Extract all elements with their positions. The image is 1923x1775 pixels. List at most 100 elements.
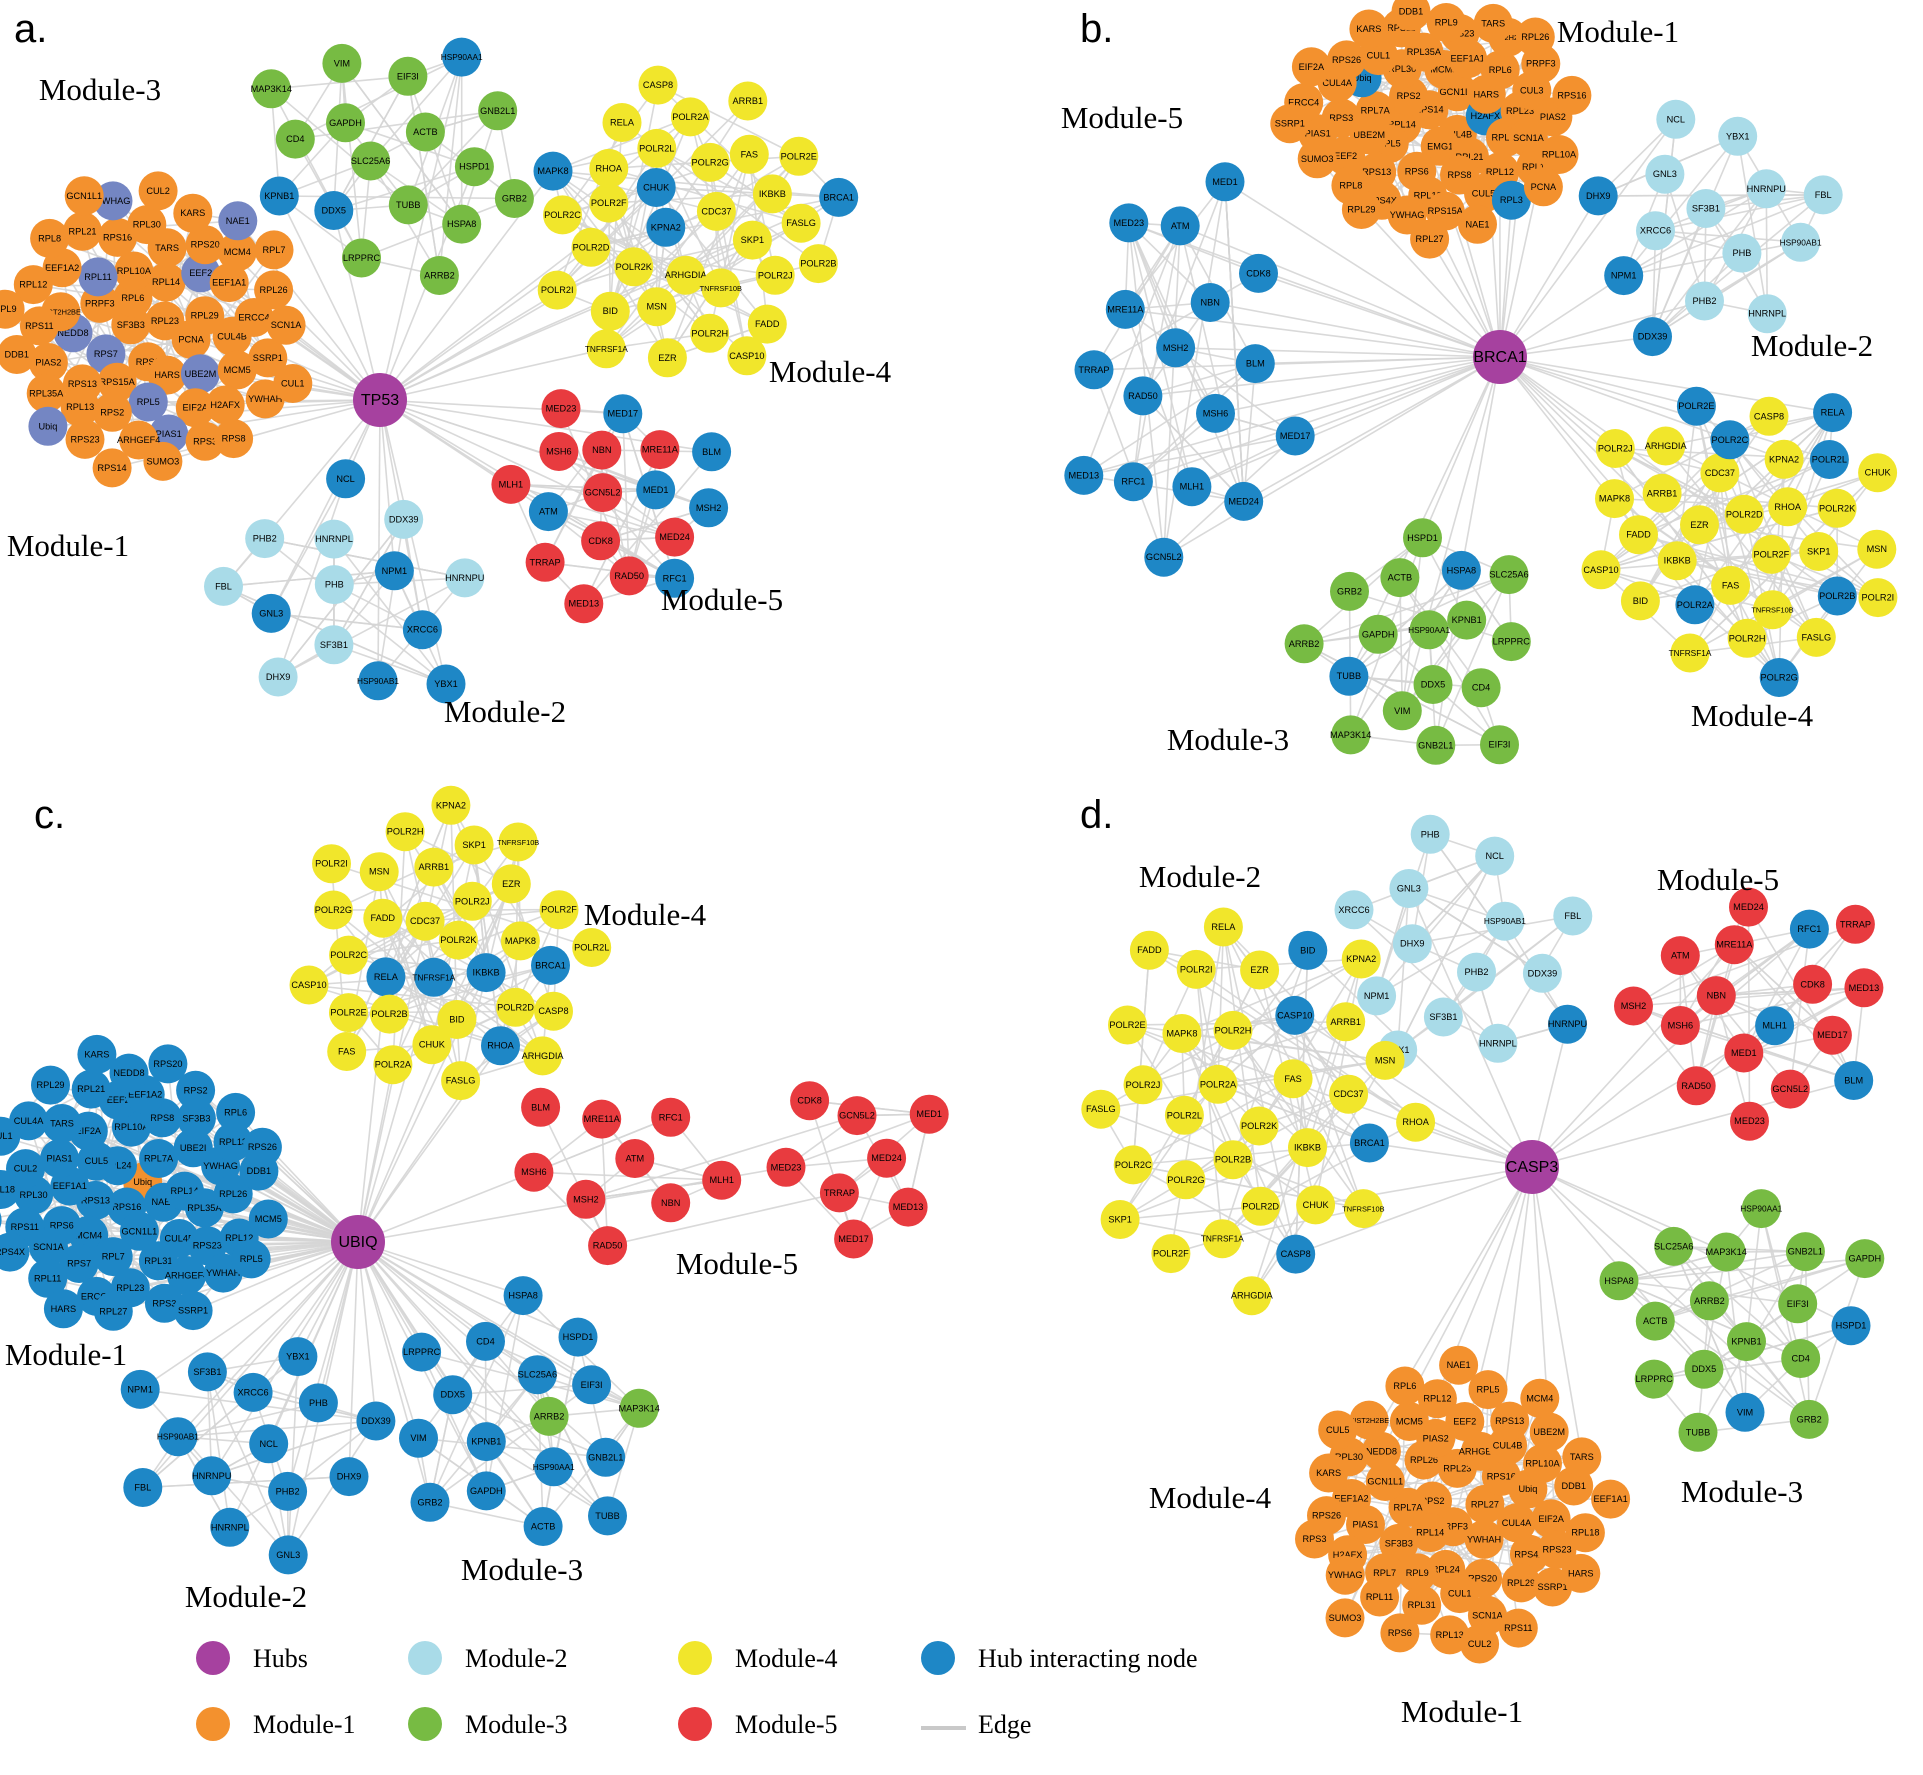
node-MED23[interactable]: MED23 xyxy=(541,389,581,429)
node-circle-SLC25A6[interactable] xyxy=(1654,1226,1694,1266)
node-circle-BLM[interactable] xyxy=(692,432,732,472)
node-TUBB[interactable]: TUBB xyxy=(388,185,428,225)
node-POLR2F[interactable]: POLR2F xyxy=(1751,534,1791,574)
node-ATM[interactable]: ATM xyxy=(1160,206,1200,246)
node-circle-MCM5[interactable] xyxy=(217,350,257,390)
node-circle-POLR2L[interactable] xyxy=(1809,440,1849,479)
node-circle-MSH2[interactable] xyxy=(689,488,729,528)
node-circle-PHB2[interactable] xyxy=(268,1471,308,1511)
node-circle-RPL29[interactable] xyxy=(31,1065,70,1105)
node-circle-TRRAP[interactable] xyxy=(1074,350,1114,390)
node-circle-KPNB1[interactable] xyxy=(259,176,299,216)
node-circle-TARS[interactable] xyxy=(1562,1437,1602,1477)
node-circle-HNRNPU[interactable] xyxy=(1746,169,1786,209)
node-POLR2G[interactable]: POLR2G xyxy=(1759,658,1799,697)
node-circle-PHB[interactable] xyxy=(1722,233,1762,273)
node-circle-GNL3[interactable] xyxy=(251,593,291,633)
node-circle-SF3B1[interactable] xyxy=(1686,189,1726,228)
node-circle-MAPK8[interactable] xyxy=(500,921,540,961)
node-circle-HSPA8[interactable] xyxy=(1599,1261,1639,1301)
node-circle-MSN[interactable] xyxy=(359,852,399,892)
node-circle-YBX1[interactable] xyxy=(426,664,466,704)
node-RAD50[interactable]: RAD50 xyxy=(609,556,649,596)
node-RPL6[interactable]: RPL6 xyxy=(1385,1366,1425,1406)
node-circle-RPS7[interactable] xyxy=(59,1244,99,1283)
node-circle-GRB2[interactable] xyxy=(494,179,534,218)
node-POLR2C[interactable]: POLR2C xyxy=(543,195,582,235)
node-circle-POLR2J[interactable] xyxy=(1123,1065,1163,1105)
node-XRCC6[interactable]: XRCC6 xyxy=(1334,890,1374,930)
node-circle-MAP3K14[interactable] xyxy=(1706,1232,1746,1272)
node-HNRNPU[interactable]: HNRNPU xyxy=(192,1456,231,1496)
node-circle-TNFRSF10B[interactable] xyxy=(1343,1189,1383,1229)
node-MRE11A[interactable]: MRE11A xyxy=(1105,289,1145,329)
node-circle-CDC37[interactable] xyxy=(1700,453,1740,493)
node-circle-FAS[interactable] xyxy=(327,1032,367,1071)
node-MAPK8[interactable]: MAPK8 xyxy=(1162,1014,1202,1053)
node-circle-HSP90AA1[interactable] xyxy=(534,1447,574,1487)
node-circle-HSPA8[interactable] xyxy=(442,204,482,244)
node-RPL7[interactable]: RPL7 xyxy=(254,230,294,270)
node-HNRNPL[interactable]: HNRNPL xyxy=(1478,1023,1518,1063)
node-circle-CASP8[interactable] xyxy=(638,65,678,105)
node-RPL7A[interactable]: RPL7A xyxy=(139,1139,179,1178)
node-KPNA2[interactable]: KPNA2 xyxy=(1341,939,1381,979)
node-BLM[interactable]: BLM xyxy=(692,432,732,472)
node-circle-HSP90AB1[interactable] xyxy=(1485,901,1525,941)
node-SF3B1[interactable]: SF3B1 xyxy=(1423,997,1463,1037)
node-circle-POLR2C[interactable] xyxy=(1710,420,1750,460)
node-circle-RPL11[interactable] xyxy=(28,1258,68,1298)
node-circle-HSPD1[interactable] xyxy=(558,1317,598,1357)
node-circle-ATM[interactable] xyxy=(615,1139,655,1178)
node-UBE2M[interactable]: UBE2M xyxy=(180,354,220,394)
node-TARS[interactable]: TARS xyxy=(42,1104,82,1143)
node-MSN[interactable]: MSN xyxy=(359,852,399,892)
node-CASP10[interactable]: CASP10 xyxy=(727,336,767,376)
node-POLR2I[interactable]: POLR2I xyxy=(537,270,577,310)
node-circle-RPL27[interactable] xyxy=(1410,219,1450,259)
node-circle-CDC37[interactable] xyxy=(696,191,736,231)
node-circle-MLH1[interactable] xyxy=(1172,467,1212,507)
node-LRPPRC[interactable]: LRPPRC xyxy=(1491,622,1531,662)
node-circle-ARRB1[interactable] xyxy=(414,847,454,887)
node-circle-MED13[interactable] xyxy=(564,584,604,624)
node-circle-GRB2[interactable] xyxy=(410,1482,450,1522)
node-POLR2D[interactable]: POLR2D xyxy=(1724,494,1764,534)
node-HARS[interactable]: HARS xyxy=(1561,1553,1601,1593)
node-SSRP1[interactable]: SSRP1 xyxy=(173,1291,213,1331)
node-circle-RPL27[interactable] xyxy=(93,1291,133,1331)
node-circle-RPL21[interactable] xyxy=(63,211,102,251)
node-circle-MRE11A[interactable] xyxy=(640,430,680,470)
node-circle-MSH6[interactable] xyxy=(1660,1006,1700,1045)
node-ARRB2[interactable]: ARRB2 xyxy=(1689,1281,1729,1321)
node-POLR2B[interactable]: POLR2B xyxy=(798,244,838,284)
node-circle-CASP10[interactable] xyxy=(727,336,767,376)
node-CDC37[interactable]: CDC37 xyxy=(696,191,736,231)
node-circle-BID[interactable] xyxy=(1288,930,1328,970)
node-circle-MAP3K14[interactable] xyxy=(1331,715,1371,755)
node-circle-BRCA1[interactable] xyxy=(1349,1123,1389,1163)
node-MED24[interactable]: MED24 xyxy=(867,1138,907,1178)
node-HSPA8[interactable]: HSPA8 xyxy=(1599,1261,1639,1301)
node-FBL[interactable]: FBL xyxy=(204,566,243,606)
node-circle-POLR2G[interactable] xyxy=(313,890,353,930)
hub-circle-CASP3[interactable] xyxy=(1505,1140,1559,1194)
node-circle-CUL1[interactable] xyxy=(273,364,313,403)
node-circle-IKBKB[interactable] xyxy=(1288,1128,1327,1168)
node-RPL26[interactable]: RPL26 xyxy=(1515,17,1555,57)
node-circle-MSH2[interactable] xyxy=(566,1179,606,1219)
node-VIM[interactable]: VIM xyxy=(1382,691,1422,731)
node-POLR2G[interactable]: POLR2G xyxy=(1166,1160,1206,1200)
node-SCN1A[interactable]: SCN1A xyxy=(266,305,306,345)
node-circle-CUL5[interactable] xyxy=(1318,1410,1358,1450)
node-circle-POLR2E[interactable] xyxy=(1108,1005,1147,1045)
node-NCL[interactable]: NCL xyxy=(1475,836,1515,876)
node-TUBB[interactable]: TUBB xyxy=(1678,1412,1718,1452)
node-MED1[interactable]: MED1 xyxy=(1205,162,1245,202)
node-circle-NAE1[interactable] xyxy=(218,201,258,241)
node-RPS14[interactable]: RPS14 xyxy=(92,448,132,488)
node-SF3B1[interactable]: SF3B1 xyxy=(314,625,354,665)
node-MSN[interactable]: MSN xyxy=(1365,1040,1405,1080)
node-circle-POLR2E[interactable] xyxy=(329,993,368,1033)
node-XRCC6[interactable]: XRCC6 xyxy=(402,610,442,650)
